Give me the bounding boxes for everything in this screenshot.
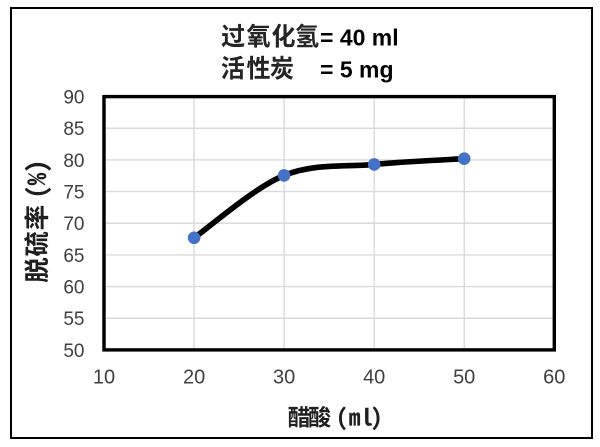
svg-text:80: 80 bbox=[63, 151, 84, 172]
svg-text:10: 10 bbox=[93, 367, 115, 389]
svg-text:= 40 ml: = 40 ml bbox=[320, 24, 399, 50]
svg-text:85: 85 bbox=[63, 119, 84, 140]
svg-text:50: 50 bbox=[453, 367, 475, 389]
svg-text:90: 90 bbox=[63, 88, 84, 109]
svg-text:60: 60 bbox=[63, 278, 84, 299]
svg-text:40: 40 bbox=[363, 367, 385, 389]
svg-text:65: 65 bbox=[63, 246, 84, 267]
svg-text:30: 30 bbox=[273, 367, 295, 389]
svg-text:70: 70 bbox=[63, 214, 84, 235]
svg-text:75: 75 bbox=[63, 183, 84, 204]
svg-text:50: 50 bbox=[63, 341, 84, 362]
svg-text:= 5 mg: = 5 mg bbox=[320, 56, 394, 82]
svg-text:20: 20 bbox=[183, 367, 205, 389]
svg-text:55: 55 bbox=[63, 309, 84, 330]
svg-text:60: 60 bbox=[543, 367, 565, 389]
